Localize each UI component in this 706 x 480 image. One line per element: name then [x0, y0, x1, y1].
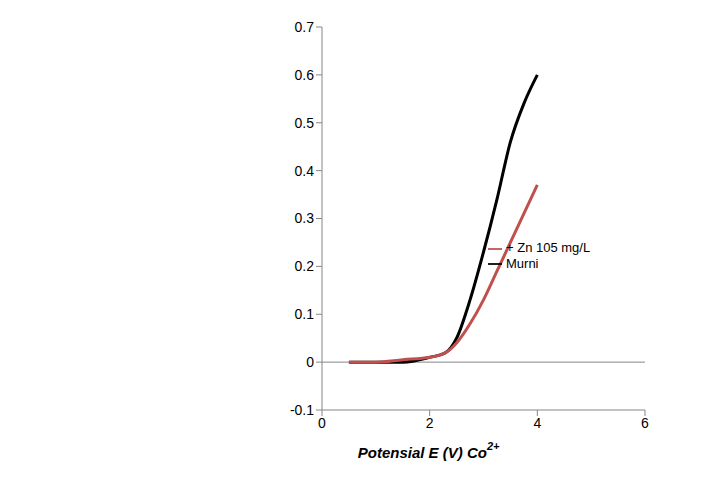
svg-text:0.4: 0.4: [295, 163, 315, 179]
html-text:Murni: Murni: [506, 255, 539, 271]
svg-text:-0.1: -0.1: [290, 402, 314, 418]
html-text:+ Zn 105 mg/L: + Zn 105 mg/L: [506, 240, 591, 255]
svg-text:0: 0: [306, 354, 314, 370]
svg-text:6: 6: [641, 415, 649, 431]
svg-text:0.1: 0.1: [295, 306, 315, 322]
svg-text:2: 2: [426, 415, 434, 431]
svg-text:0.5: 0.5: [295, 115, 315, 131]
svg-text:0.3: 0.3: [295, 210, 315, 226]
svg-text:4: 4: [533, 415, 541, 431]
svg-text:0.7: 0.7: [295, 19, 315, 35]
svg-text:0.6: 0.6: [295, 67, 315, 83]
svg-text:0.2: 0.2: [295, 258, 315, 274]
svg-text:Potensial E (V) Co2+: Potensial E (V) Co2+: [358, 440, 500, 461]
svg-text:0: 0: [318, 415, 326, 431]
